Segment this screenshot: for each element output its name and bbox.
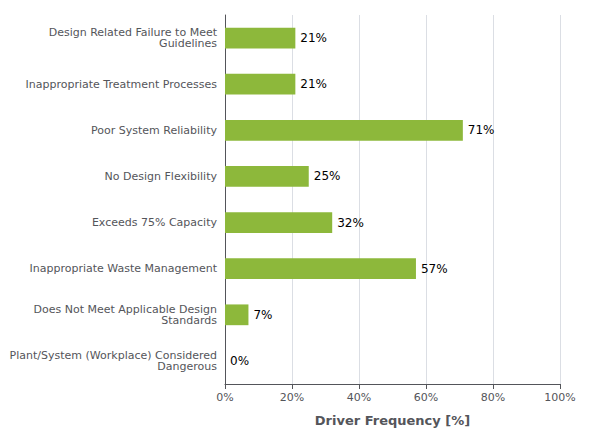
svg-text:Exceeds 75% Capacity: Exceeds 75% Capacity: [92, 216, 218, 229]
svg-text:80%: 80%: [481, 391, 505, 404]
svg-text:0%: 0%: [230, 354, 249, 368]
svg-text:20%: 20%: [280, 391, 304, 404]
svg-text:Poor System Reliability: Poor System Reliability: [91, 124, 217, 137]
svg-text:Does Not Meet Applicable Desig: Does Not Meet Applicable Design: [33, 302, 217, 316]
svg-text:7%: 7%: [253, 308, 272, 322]
svg-text:71%: 71%: [468, 123, 495, 137]
svg-text:60%: 60%: [414, 391, 438, 404]
svg-text:No Design Flexibility: No Design Flexibility: [105, 170, 218, 183]
svg-text:100%: 100%: [544, 391, 575, 404]
svg-text:Plant/System (Workplace) Consi: Plant/System (Workplace) Considered: [9, 348, 217, 362]
svg-text:Design Related Failure to Meet: Design Related Failure to Meet: [48, 26, 217, 40]
svg-text:Driver Frequency [%]: Driver Frequency [%]: [315, 413, 470, 428]
svg-text:32%: 32%: [337, 216, 364, 230]
svg-text:57%: 57%: [421, 262, 448, 276]
svg-text:Inappropriate Waste Management: Inappropriate Waste Management: [30, 262, 218, 275]
svg-text:21%: 21%: [300, 77, 327, 91]
svg-text:0%: 0%: [216, 391, 233, 404]
svg-text:Standards: Standards: [161, 314, 217, 327]
svg-text:Inappropriate Treatment Proces: Inappropriate Treatment Processes: [25, 78, 217, 91]
svg-text:Dangerous: Dangerous: [157, 360, 217, 373]
svg-text:25%: 25%: [314, 169, 341, 183]
svg-text:Guidelines: Guidelines: [159, 37, 217, 50]
svg-text:21%: 21%: [300, 31, 327, 45]
svg-text:40%: 40%: [347, 391, 371, 404]
